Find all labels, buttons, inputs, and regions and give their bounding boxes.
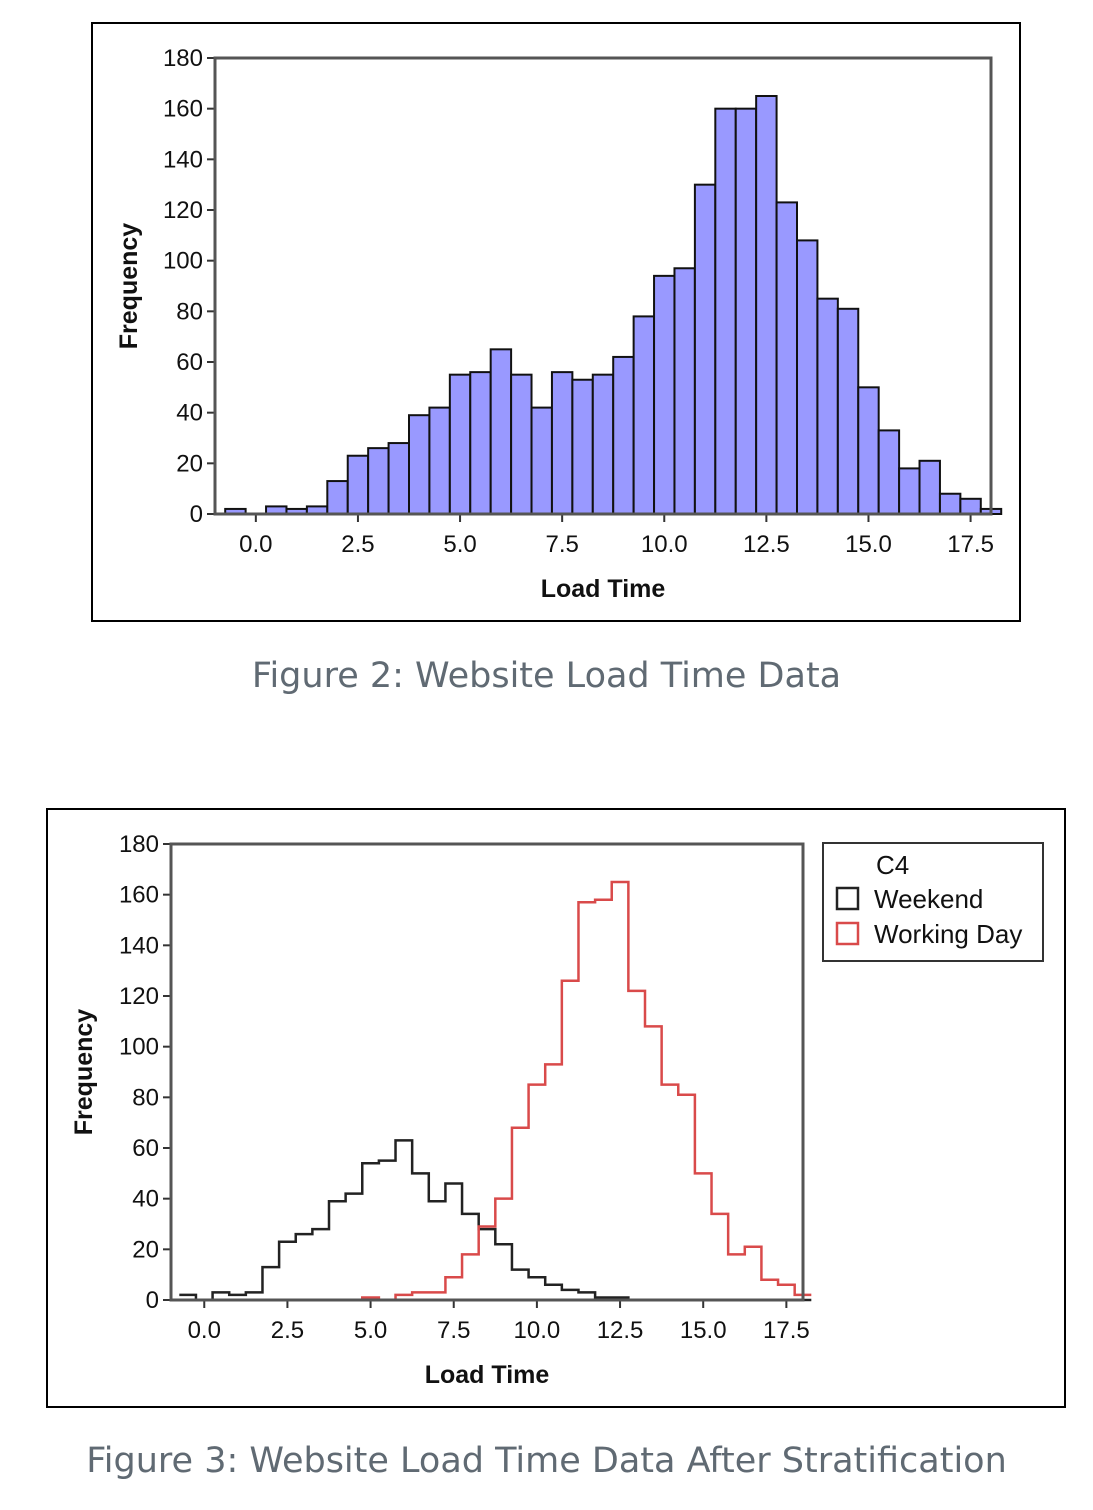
plot-area-border [213,56,993,516]
histogram-bar [693,183,717,516]
figure-3-svg: 0 20 40 60 80 100 120 140 160 180 0.0 2.5 5.0 7.5 10.0… [70,831,1044,1389]
legend: C4 Weekend Working Day [822,842,1044,962]
x-tick-label: 12.5 [597,1317,644,1344]
histogram-bar [898,467,921,515]
x-axis-title: Load Time [425,1361,550,1389]
histogram-bar [836,307,860,515]
y-tick-label: 40 [176,400,203,427]
histogram-bar [550,371,574,515]
y-axis-title: Frequency [115,223,143,350]
y-tick-label: 0 [146,1287,159,1314]
y-tick-label: 120 [163,197,203,224]
legend-label: Working Day [874,919,1022,949]
histogram-bar [816,297,839,515]
histogram-bar [734,107,758,516]
histogram-bar [591,373,615,515]
y-tick-label: 80 [132,1084,159,1111]
histogram-bar [653,274,676,515]
histogram-bar [510,373,533,515]
y-tick-label: 0 [190,501,203,528]
histogram-bars [224,95,1003,516]
x-tick-label: 7.5 [545,531,578,558]
legend-swatch [835,921,860,946]
y-tick-label: 20 [176,450,203,477]
y-tick-label: 140 [163,146,203,173]
histogram-bar [346,454,370,516]
x-tick-label: 0.0 [239,531,272,558]
y-tick-label: 60 [132,1135,159,1162]
legend-label: Weekend [874,884,983,914]
histogram-bar [938,492,962,516]
histogram-bar [632,315,656,515]
figure-3-chart: 0 20 40 60 80 100 120 140 160 180 0.0 2.5 5.0 7.5 10.0… [46,808,1066,1408]
figure-2-caption: Figure 2: Website Load Time Data [251,656,842,696]
y-tick-label: 180 [163,45,203,72]
y-tick-label: 180 [119,831,159,858]
y-tick-label: 60 [176,349,203,376]
x-tick-label: 7.5 [437,1317,470,1344]
y-tick-label: 160 [163,96,203,123]
x-tick-label: 10.0 [641,531,688,558]
y-tick-label: 160 [119,882,159,909]
histogram-bar [571,378,594,515]
histogram-bar [877,429,901,515]
x-tick-label: 5.0 [354,1317,387,1344]
histogram-bar [959,497,982,515]
x-axis-title: Load Time [541,575,666,603]
x-tick-label: 2.5 [341,531,374,558]
histogram-bar [489,348,513,516]
histogram-bar [796,239,819,515]
histogram-bar [918,459,941,515]
x-tick-label: 12.5 [743,531,790,558]
plot-area-border [169,842,805,1302]
y-tick-label: 80 [176,298,203,325]
histogram-bar [428,406,451,516]
figure-2-chart: 0 20 40 60 80 100 120 140 160 180 0.0 2.5 5.0 7.5 10.0… [91,22,1021,622]
histogram-bar [408,414,431,516]
histogram-bar [673,267,696,515]
x-tick-label: 0.0 [188,1317,221,1344]
x-tick-label: 10.0 [514,1317,561,1344]
y-tick-label: 100 [163,248,203,275]
histogram-bar [755,95,778,515]
histogram-bar [857,386,880,516]
legend-box [822,842,1044,962]
histogram-bar [367,447,390,515]
histogram-bar [775,201,798,515]
legend-title: C4 [876,850,909,880]
histogram-bar [387,442,411,516]
y-axis-title: Frequency [70,1009,98,1136]
x-tick-label: 2.5 [271,1317,304,1344]
x-tick-label: 15.0 [680,1317,727,1344]
legend-swatch [835,886,860,911]
y-tick-label: 100 [119,1034,159,1061]
figure-3-caption: Figure 3: Website Load Time Data After S… [86,1441,1007,1481]
x-tick-label: 17.5 [947,531,994,558]
histogram-bar [448,373,472,515]
figure-2-svg: 0 20 40 60 80 100 120 140 160 180 0.0 2.5 5.0 7.5 10.0… [115,45,1003,603]
histogram-bar [530,406,553,516]
x-tick-label: 15.0 [845,531,892,558]
y-tick-label: 120 [119,983,159,1010]
x-tick-label: 17.5 [763,1317,810,1344]
histogram-bar [612,355,635,515]
y-tick-label: 40 [132,1186,159,1213]
y-tick-label: 20 [132,1236,159,1263]
histogram-bar [326,480,349,516]
histogram-bar [714,107,737,516]
histogram-bar [469,371,492,515]
x-tick-label: 5.0 [443,531,476,558]
y-tick-label: 140 [119,932,159,959]
